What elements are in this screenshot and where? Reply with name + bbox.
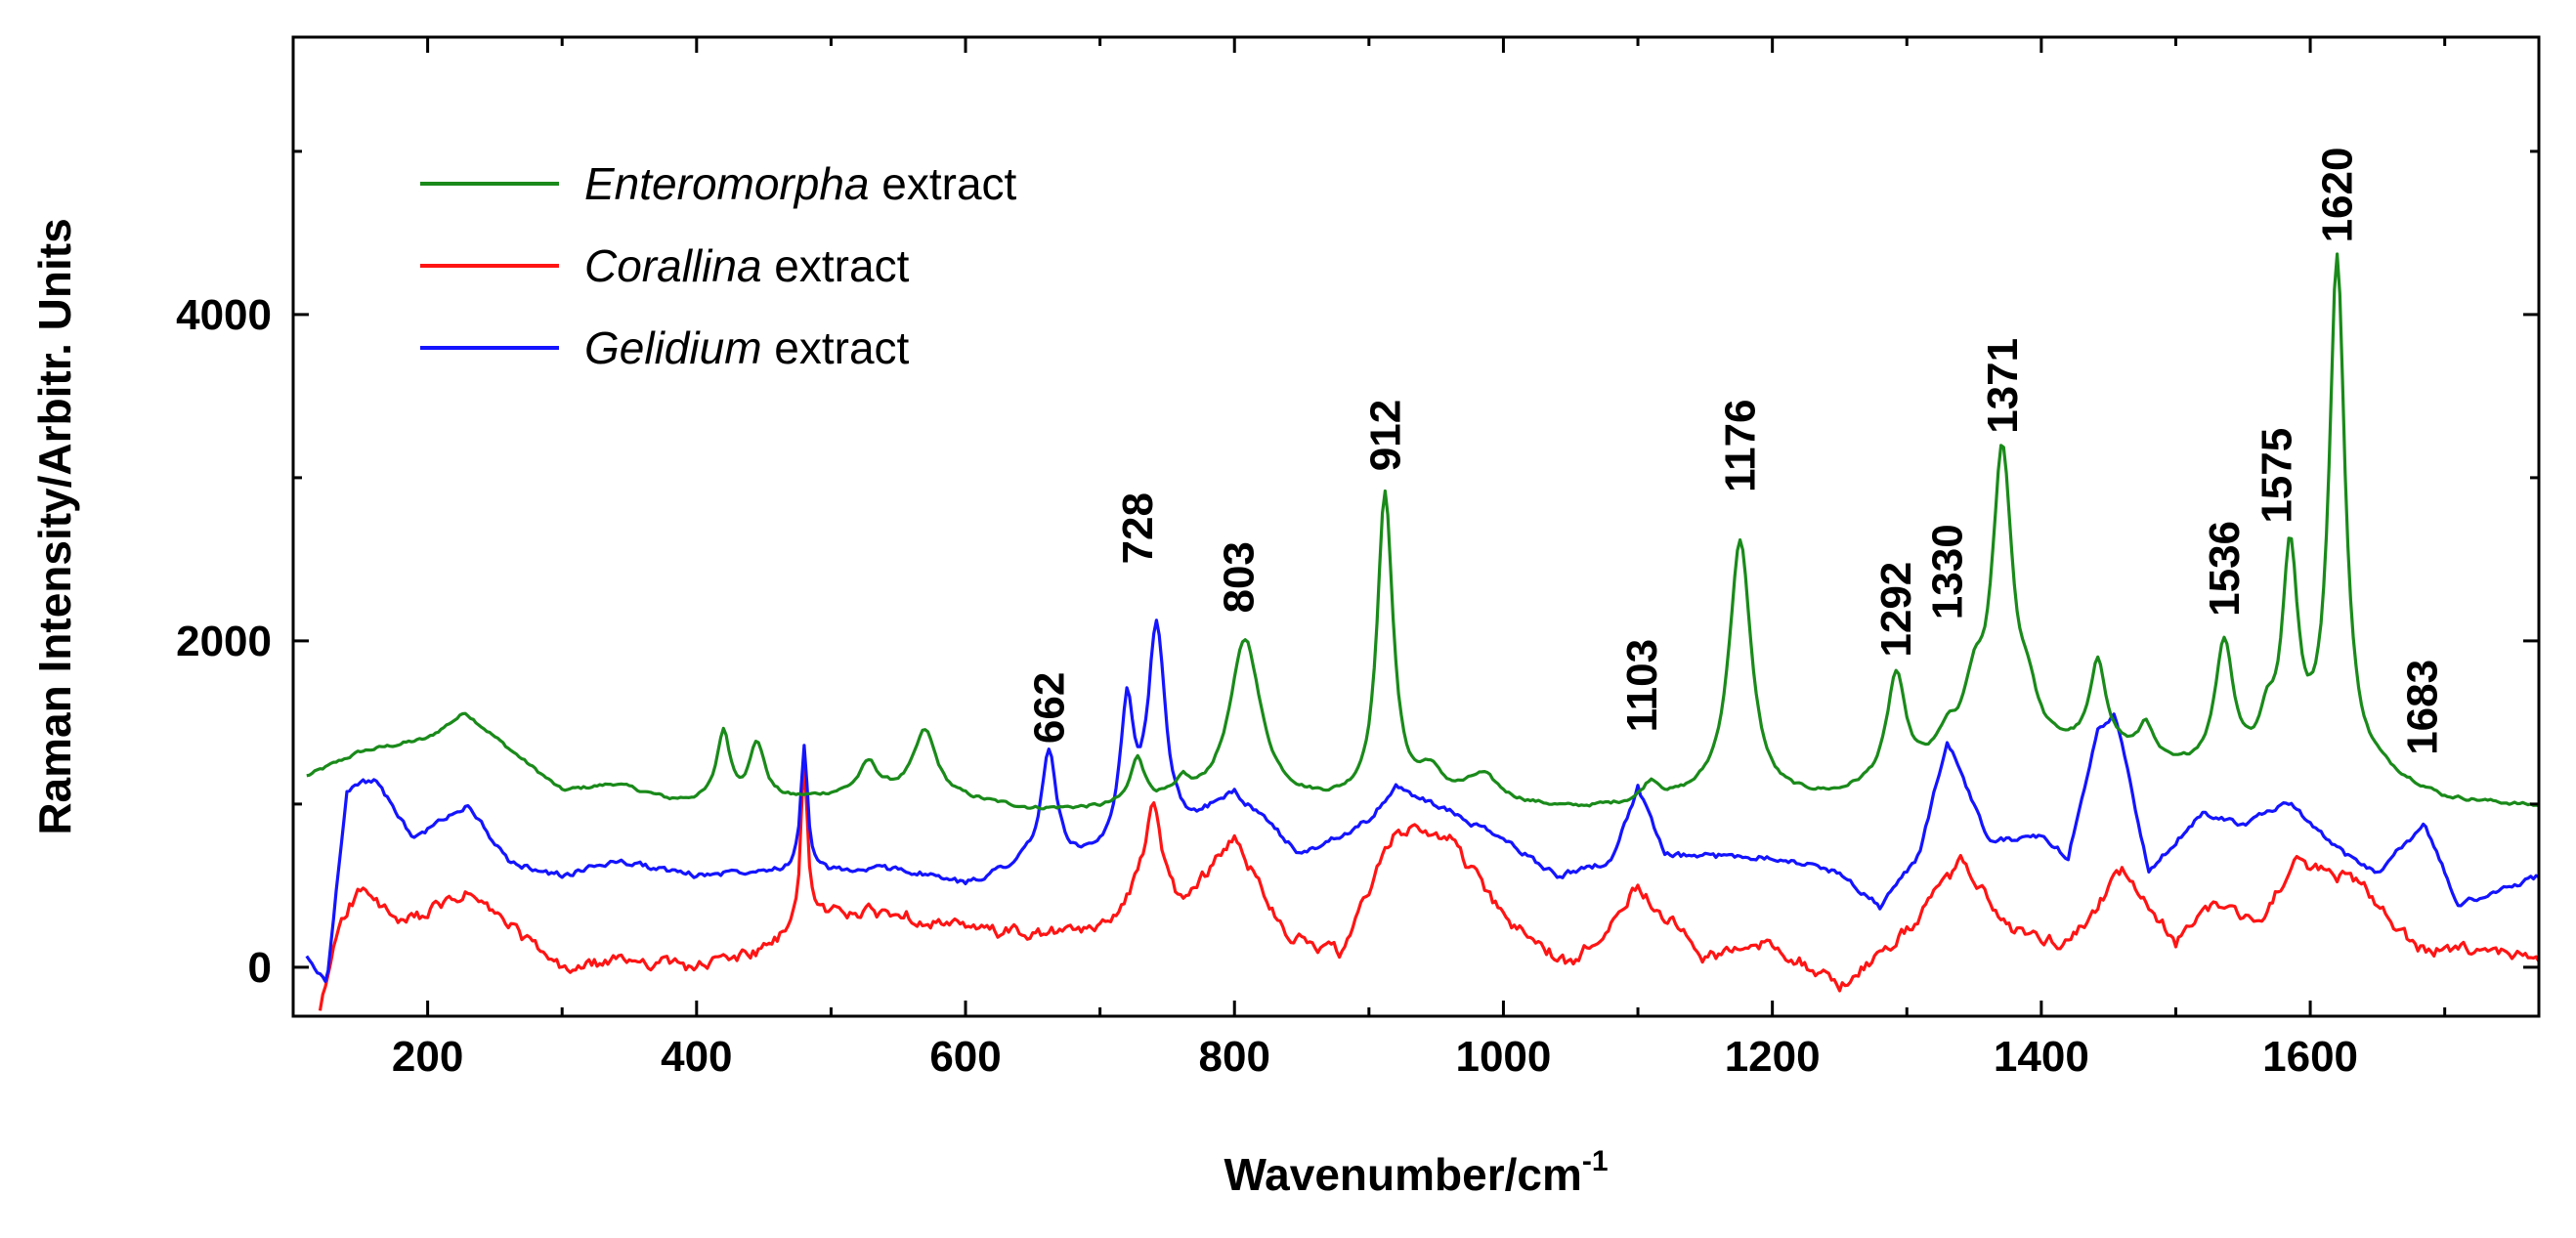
y-axis-title: Raman Intensity/Arbitr. Units	[29, 218, 80, 834]
peak-labels: 662 728 803 912 1103 1176 1292 1330 1371 15361575…	[1025, 148, 2446, 755]
legend-series-name: Enteromorpha	[584, 158, 870, 209]
peak-label-1620: 1620	[2314, 148, 2362, 243]
y-tick-label: 0	[248, 944, 272, 992]
x-tick-label: 400	[661, 1033, 732, 1081]
legend-series-name: Gelidium	[584, 322, 762, 373]
series-line-corallina	[318, 757, 2541, 1011]
x-tick-label: 1400	[1994, 1033, 2089, 1081]
peak-label-728: 728	[1114, 492, 1162, 564]
x-tick-label: 200	[392, 1033, 463, 1081]
peak-label-662: 662	[1025, 672, 1073, 744]
series-line-enteromorpha	[306, 252, 2540, 811]
legend-series-name: Corallina	[584, 240, 762, 291]
peak-label-1292: 1292	[1872, 562, 1920, 658]
peak-label-1536: 1536	[2201, 521, 2249, 617]
peak-label-1330: 1330	[1924, 524, 1972, 619]
series-line-gelidium	[305, 619, 2540, 984]
peak-label-1683: 1683	[2398, 660, 2446, 755]
peak-label-1575: 1575	[2254, 428, 2301, 524]
y-tick-label: 4000	[176, 291, 272, 339]
ticks-layer: 200 400 600 800 1000 1200 1400 1600 0 2000 4000	[176, 37, 2539, 1081]
legend-label-enteromorpha: Enteromorpha extract	[584, 158, 1017, 209]
plot-frame	[291, 35, 2541, 1018]
legend-label-gelidium: Gelidium extract	[584, 322, 910, 373]
legend-label-corallina: Corallina extract	[584, 240, 910, 291]
x-tick-label: 800	[1199, 1033, 1270, 1081]
peak-label-1103: 1103	[1618, 639, 1666, 732]
y-tick-label: 2000	[176, 618, 272, 665]
x-tick-label: 1000	[1455, 1033, 1551, 1081]
legend-series-suffix: extract	[762, 322, 910, 373]
legend-series-suffix: extract	[870, 158, 1017, 209]
series-layer	[305, 252, 2541, 1011]
x-tick-label: 1600	[2262, 1033, 2358, 1081]
peak-label-1176: 1176	[1717, 399, 1765, 491]
x-axis-title: Wavenumber/cm-1	[1224, 1145, 1608, 1200]
legend-series-suffix: extract	[762, 240, 910, 291]
peak-label-912: 912	[1361, 400, 1409, 471]
x-tick-label: 1200	[1725, 1033, 1821, 1081]
peak-label-803: 803	[1215, 541, 1263, 613]
x-tick-label: 600	[929, 1033, 1001, 1081]
peak-label-1371: 1371	[1979, 338, 2027, 434]
